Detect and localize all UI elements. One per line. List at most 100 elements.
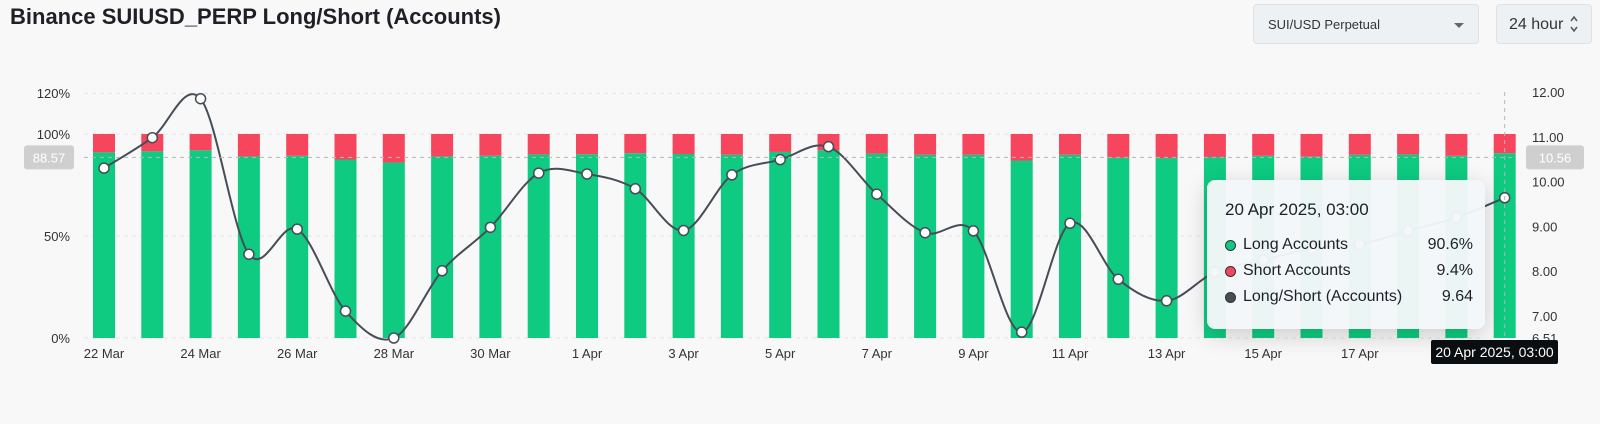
x-tick-label: 9 Apr [958,346,989,361]
long-bar [1010,160,1033,338]
short-bar [1059,134,1081,155]
x-tick-label: 30 Mar [470,346,511,361]
tooltip-title: 20 Apr 2025, 03:00 [1225,200,1369,219]
tooltip-row-long: Long Accounts 90.6% [1225,236,1473,258]
short-bar [962,134,985,155]
long-bar [189,150,212,338]
ratio-point [629,183,642,195]
ratio-point [581,168,593,180]
ratio-dot-icon [1225,292,1236,303]
tooltip-row-ratio: Long/Short (Accounts) 9.64 [1225,288,1473,310]
tooltip-row-value: 9.4% [1436,262,1473,279]
ratio-point [1112,273,1125,286]
crosshair-right-value: 10.56 [1539,150,1572,165]
ratio-point [243,248,255,260]
short-bar [382,134,405,163]
long-bar [1107,157,1130,338]
contract-select[interactable]: SUI/USD Perpetual [1253,4,1479,44]
x-tick-label: 13 Apr [1148,346,1186,361]
long-bar [865,153,888,338]
short-bar [865,134,888,154]
short-bar [189,134,212,151]
ratio-point [532,167,545,179]
long-bar [93,152,115,338]
short-bar [431,134,454,157]
tooltip-row-name: Short Accounts [1243,262,1351,279]
x-tick-label: 17 Apr [1341,346,1379,361]
y-left-tick-label: 0% [51,331,70,346]
y-left-tick-label: 100% [37,127,71,142]
y-left-tick-label: 120% [37,86,71,101]
ratio-point [967,225,980,237]
crosshair-left-value: 88.57 [33,150,66,165]
x-tick-label: 11 Apr [1052,346,1089,361]
tooltip-row-name: Long/Short (Accounts) [1243,288,1403,305]
y-right-tick-label: 9.00 [1532,219,1557,234]
x-tick-label: 3 Apr [668,346,699,361]
chevron-down-icon [1454,23,1464,28]
long-bar [1155,158,1178,338]
ratio-point [339,305,352,317]
x-tick-label: 26 Mar [277,346,318,361]
ratio-point [822,140,835,153]
x-tick-label: 7 Apr [862,346,893,361]
long-bar [382,162,405,338]
short-bar [286,134,309,156]
long-bar [237,156,260,338]
short-bar [769,134,792,152]
tooltip-row-value: 9.64 [1441,288,1473,305]
short-bar [1252,134,1275,156]
ratio-point [1015,326,1028,338]
y-right-tick-label: 7.00 [1532,309,1557,324]
x-tick-label: 24 Mar [180,346,221,361]
short-bar [1397,134,1420,155]
short-bar [237,134,260,157]
ratio-point [194,92,207,105]
long-bar [672,153,695,338]
ratio-point [436,265,448,277]
y-right-tick-label: 10.00 [1532,175,1565,190]
up-down-chevron-icon [1570,15,1578,33]
long-bar [962,154,985,338]
short-dot-icon [1225,266,1236,277]
short-bar [1107,134,1130,158]
ratio-point [291,223,303,235]
crosshair-x-label: 20 Apr 2025, 03:00 [1431,340,1558,364]
crosshair-left-badge [24,145,74,170]
long-bar [769,151,792,338]
long-bar [141,151,164,338]
short-bar [1348,134,1371,155]
ratio-point [677,224,690,237]
long-bar [576,154,598,338]
long-bar [479,155,502,338]
long-bar [817,150,840,338]
long-bar [527,154,550,338]
long-bar [720,154,743,338]
long-bar [624,153,647,338]
short-bar [624,134,647,154]
short-bar [672,134,695,154]
y-right-tick-label: 11.00 [1532,130,1564,145]
ratio-point [146,131,159,144]
long-dot-icon [1225,240,1236,251]
chart-tooltip: 20 Apr 2025, 03:00 Long Accounts 90.6% S… [1207,180,1485,329]
tooltip-row-short: Short Accounts 9.4% [1225,262,1473,284]
ratio-point [1160,295,1173,307]
long-bar [334,159,357,338]
short-bar [1203,134,1226,158]
contract-select-value: SUI/USD Perpetual [1268,17,1380,32]
short-bar [1010,134,1033,161]
short-bar [720,134,743,155]
long-bar [914,154,937,338]
crosshair-right-badge [1526,145,1584,170]
short-bar [914,134,937,155]
ratio-point [388,332,400,344]
short-bar [334,134,357,160]
interval-select[interactable]: 24 hour [1496,4,1592,44]
short-bar [1445,134,1468,156]
y-left-tick-label: 50% [44,229,70,244]
short-bar [1155,134,1178,159]
long-bar [1059,154,1081,338]
short-bar [479,134,502,156]
y-right-tick-label: 8.00 [1532,264,1557,279]
